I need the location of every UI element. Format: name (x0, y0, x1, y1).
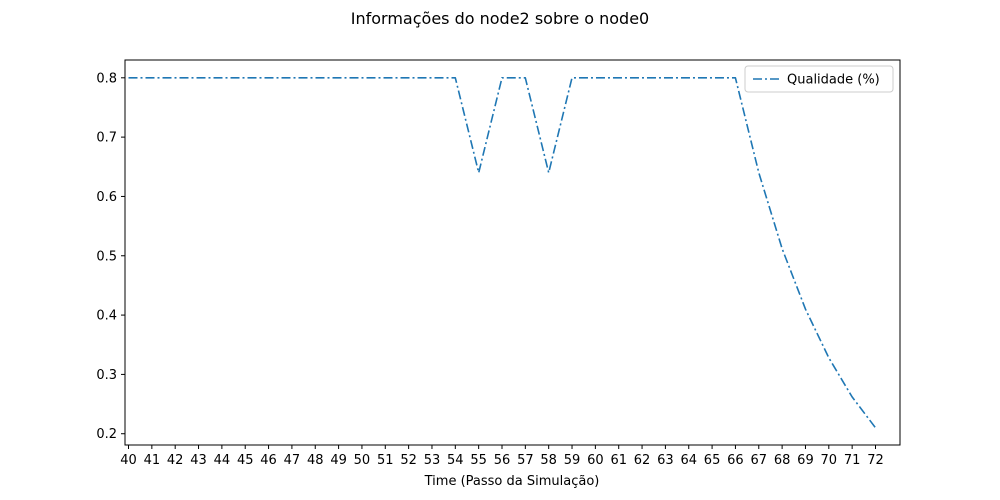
x-tick-label: 64 (680, 453, 697, 468)
x-tick-label: 53 (424, 453, 441, 468)
x-tick-label: 50 (354, 453, 371, 468)
x-tick-label: 60 (587, 453, 604, 468)
x-tick-label: 63 (657, 453, 674, 468)
x-tick-label: 67 (750, 453, 767, 468)
y-tick-label: 0.8 (96, 71, 117, 86)
y-tick-label: 0.4 (96, 309, 117, 324)
series-line (128, 77, 877, 429)
x-tick-label: 43 (190, 453, 207, 468)
y-tick-label: 0.6 (96, 190, 117, 205)
legend-label: Qualidade (%) (787, 73, 880, 88)
y-tick-label: 0.5 (96, 249, 117, 264)
x-axis-label: Time (Passo da Simulação) (424, 474, 600, 489)
y-axis: 0.2 0.3 0.4 0.5 0.6 0.7 0.8 (96, 71, 125, 442)
chart-title: Informações do node2 sobre o node0 (351, 9, 649, 28)
y-tick-label: 0.2 (96, 427, 117, 442)
x-tick-label: 57 (517, 453, 534, 468)
x-tick-label: 59 (564, 453, 581, 468)
x-tick-label: 66 (727, 453, 744, 468)
plot-area (124, 59, 901, 446)
x-tick-label: 58 (540, 453, 557, 468)
x-tick-label: 69 (797, 453, 814, 468)
x-tick-label: 72 (867, 453, 884, 468)
x-tick-label: 71 (844, 453, 861, 468)
x-tick-label: 46 (260, 453, 277, 468)
x-tick-label: 42 (167, 453, 184, 468)
x-tick-label: 52 (400, 453, 417, 468)
x-tick-label: 62 (634, 453, 651, 468)
x-tick-label: 68 (774, 453, 791, 468)
x-tick-label: 65 (704, 453, 721, 468)
series-layer (128, 77, 877, 429)
x-tick-label: 41 (144, 453, 161, 468)
legend-box (744, 65, 894, 93)
x-axis: 40 41 42 43 44 45 46 47 48 49 50 51 52 53 54 55 56 57 58 59… (120, 445, 884, 468)
x-tick-label: 44 (214, 453, 231, 468)
x-tick-label: 48 (307, 453, 324, 468)
x-tick-label: 55 (470, 453, 487, 468)
x-tick-label: 56 (494, 453, 511, 468)
x-tick-label: 40 (120, 453, 137, 468)
x-tick-label: 49 (330, 453, 347, 468)
x-tick-label: 47 (284, 453, 301, 468)
x-tick-label: 54 (447, 453, 464, 468)
y-tick-label: 0.3 (96, 368, 117, 383)
y-tick-label: 0.7 (96, 131, 117, 146)
x-tick-label: 45 (237, 453, 254, 468)
x-tick-label: 61 (610, 453, 627, 468)
legend: Qualidade (%) (744, 65, 894, 93)
x-tick-label: 70 (821, 453, 838, 468)
x-tick-label: 51 (377, 453, 394, 468)
